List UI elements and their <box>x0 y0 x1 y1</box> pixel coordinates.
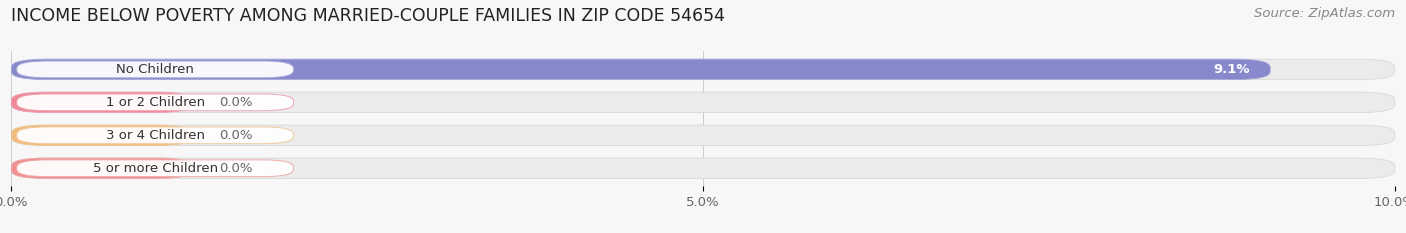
FancyBboxPatch shape <box>11 59 1395 80</box>
FancyBboxPatch shape <box>11 92 191 113</box>
FancyBboxPatch shape <box>11 125 191 146</box>
Text: 0.0%: 0.0% <box>219 162 252 175</box>
Text: 1 or 2 Children: 1 or 2 Children <box>105 96 205 109</box>
FancyBboxPatch shape <box>11 158 191 178</box>
FancyBboxPatch shape <box>17 160 294 177</box>
FancyBboxPatch shape <box>11 125 1395 146</box>
Text: Source: ZipAtlas.com: Source: ZipAtlas.com <box>1254 7 1395 20</box>
Text: 0.0%: 0.0% <box>219 129 252 142</box>
Text: 0.0%: 0.0% <box>219 96 252 109</box>
FancyBboxPatch shape <box>11 59 1270 80</box>
Text: 5 or more Children: 5 or more Children <box>93 162 218 175</box>
Text: No Children: No Children <box>117 63 194 76</box>
Text: 9.1%: 9.1% <box>1213 63 1250 76</box>
FancyBboxPatch shape <box>17 94 294 111</box>
FancyBboxPatch shape <box>17 61 294 78</box>
Text: INCOME BELOW POVERTY AMONG MARRIED-COUPLE FAMILIES IN ZIP CODE 54654: INCOME BELOW POVERTY AMONG MARRIED-COUPL… <box>11 7 725 25</box>
FancyBboxPatch shape <box>11 158 1395 178</box>
Text: 3 or 4 Children: 3 or 4 Children <box>105 129 205 142</box>
FancyBboxPatch shape <box>11 92 1395 113</box>
FancyBboxPatch shape <box>17 127 294 144</box>
